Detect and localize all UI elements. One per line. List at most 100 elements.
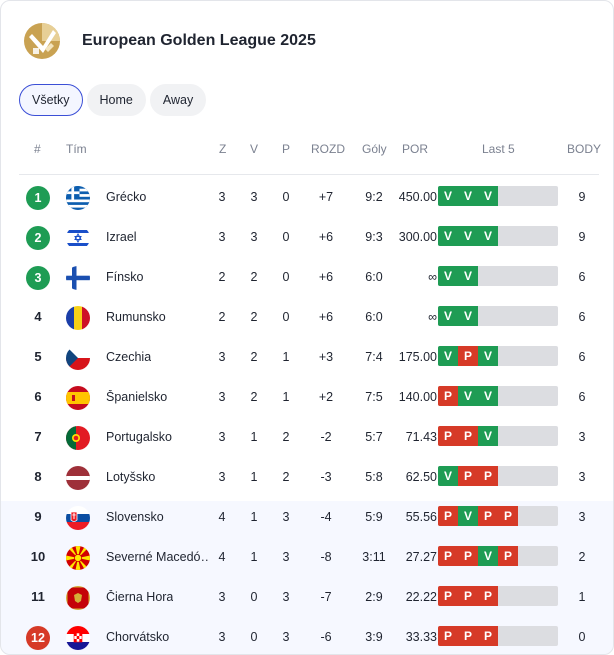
team-name[interactable]: Španielsko [106, 390, 168, 404]
tab-home[interactable]: Home [86, 84, 146, 116]
table-row[interactable]: 11 Čierna Hora 3 0 3 -7 2:9 22.22 P P P 1 [1, 578, 613, 618]
table-row[interactable]: 12 Chorvátsko 3 0 3 -6 3:9 33.33 P P P 0 [1, 618, 613, 654]
col-rank[interactable]: # [34, 142, 41, 156]
loss-result: P [458, 466, 478, 486]
ratio-value: 22.22 [405, 590, 437, 604]
col-played[interactable]: Z [219, 142, 227, 156]
header-divider [19, 174, 599, 175]
diff-value: -7 [320, 590, 332, 604]
team-name[interactable]: Severné Macedó… [106, 550, 208, 564]
table-row[interactable]: 2 Izrael 3 3 0 +6 9:3 300.00 V V V 9 [1, 218, 613, 258]
page-title: European Golden League 2025 [82, 32, 316, 49]
ratio-value: ∞ [428, 270, 437, 284]
loss-result: P [478, 466, 498, 486]
table-row[interactable]: 3 Fínsko 2 2 0 +6 6:0 ∞ V V 6 [1, 258, 613, 298]
golden-league-logo-icon [24, 23, 60, 59]
win-result: V [478, 546, 498, 566]
diff-value: +6 [318, 230, 334, 244]
team-name[interactable]: Fínsko [106, 270, 144, 284]
col-team[interactable]: Tím [66, 142, 87, 156]
diff-value: -8 [320, 550, 332, 564]
diff-value: +6 [318, 310, 334, 324]
team-name[interactable]: Czechia [106, 350, 152, 364]
played-value: 3 [218, 470, 226, 484]
col-last5: Last 5 [482, 142, 515, 156]
portugal-flag-icon [66, 426, 90, 450]
lost-value: 3 [282, 590, 290, 604]
ratio-value: 140.00 [398, 390, 437, 404]
goals-value: 9:3 [365, 230, 383, 244]
col-won[interactable]: V [250, 142, 259, 156]
goals-value: 3:9 [365, 630, 383, 644]
rank-badge: 2 [26, 226, 50, 250]
win-result: V [478, 426, 498, 446]
win-result: V [438, 306, 458, 326]
table-row[interactable]: 1 Grécko 3 3 0 +7 9:2 450.00 V V V 9 [1, 178, 613, 218]
win-result: V [438, 226, 458, 246]
diff-value: +6 [318, 270, 334, 284]
rank-number: 5 [34, 349, 42, 364]
won-value: 1 [250, 550, 258, 564]
romania-flag-icon [66, 306, 90, 330]
team-name[interactable]: Slovensko [106, 510, 164, 524]
lost-value: 0 [282, 270, 290, 284]
table-row[interactable]: 10 Severné Macedó… 4 1 3 -8 3:11 27.27 P P V P 2 [1, 538, 613, 578]
loss-result: P [458, 546, 478, 566]
diff-value: -3 [320, 470, 332, 484]
team-name[interactable]: Izrael [106, 230, 137, 244]
lost-value: 0 [282, 310, 290, 324]
points-value: 6 [578, 270, 586, 284]
played-value: 3 [218, 230, 226, 244]
col-points[interactable]: BODY [567, 142, 602, 156]
played-value: 2 [218, 270, 226, 284]
col-goals[interactable]: Góly [362, 142, 387, 156]
table-row[interactable]: 5 Czechia 3 2 1 +3 7:4 175.00 V P V 6 [1, 338, 613, 378]
win-result: V [478, 386, 498, 406]
team-name[interactable]: Čierna Hora [106, 590, 174, 604]
team-name[interactable]: Portugalsko [106, 430, 173, 444]
played-value: 3 [218, 350, 226, 364]
israel-flag-icon [66, 226, 90, 250]
table-row[interactable]: 4 Rumunsko 2 2 0 +6 6:0 ∞ V V 6 [1, 298, 613, 338]
lost-value: 0 [282, 230, 290, 244]
loss-result: P [438, 426, 458, 446]
team-name[interactable]: Chorvátsko [106, 630, 170, 644]
table-row[interactable]: 6 Španielsko 3 2 1 +2 7:5 140.00 P V V 6 [1, 378, 613, 418]
table-row[interactable]: 8 Lotyšsko 3 1 2 -3 5:8 62.50 V P P 3 [1, 458, 613, 498]
goals-value: 9:2 [365, 190, 383, 204]
czechia-flag-icon [66, 346, 90, 370]
tab-all[interactable]: Všetky [19, 84, 83, 116]
team-name[interactable]: Lotyšsko [106, 470, 156, 484]
loss-result: P [438, 546, 458, 566]
won-value: 3 [250, 230, 258, 244]
table-header: # Tím Z V P ROZD Góly POR Last 5 BODY [1, 140, 613, 160]
col-ratio[interactable]: POR [402, 142, 429, 156]
team-name[interactable]: Rumunsko [106, 310, 166, 324]
table-row[interactable]: 9 Slovensko 4 1 3 -4 5:9 55.56 P V P P 3 [1, 498, 613, 538]
played-value: 4 [218, 510, 226, 524]
ratio-value: 27.27 [405, 550, 437, 564]
ratio-value: 450.00 [398, 190, 437, 204]
goals-value: 5:9 [365, 510, 383, 524]
win-result: V [438, 266, 458, 286]
points-value: 9 [578, 230, 586, 244]
latvia-flag-icon [66, 466, 90, 490]
win-result: V [438, 466, 458, 486]
rank-number: 4 [34, 309, 42, 324]
played-value: 3 [218, 190, 226, 204]
loss-result: P [478, 506, 498, 526]
col-diff[interactable]: ROZD [311, 142, 345, 156]
win-result: V [458, 186, 478, 206]
team-name[interactable]: Grécko [106, 190, 147, 204]
points-value: 6 [578, 310, 586, 324]
won-value: 1 [250, 430, 258, 444]
table-row[interactable]: 7 Portugalsko 3 1 2 -2 5:7 71.43 P P V 3 [1, 418, 613, 458]
col-lost[interactable]: P [282, 142, 291, 156]
tab-away[interactable]: Away [149, 84, 207, 116]
points-value: 6 [578, 390, 586, 404]
